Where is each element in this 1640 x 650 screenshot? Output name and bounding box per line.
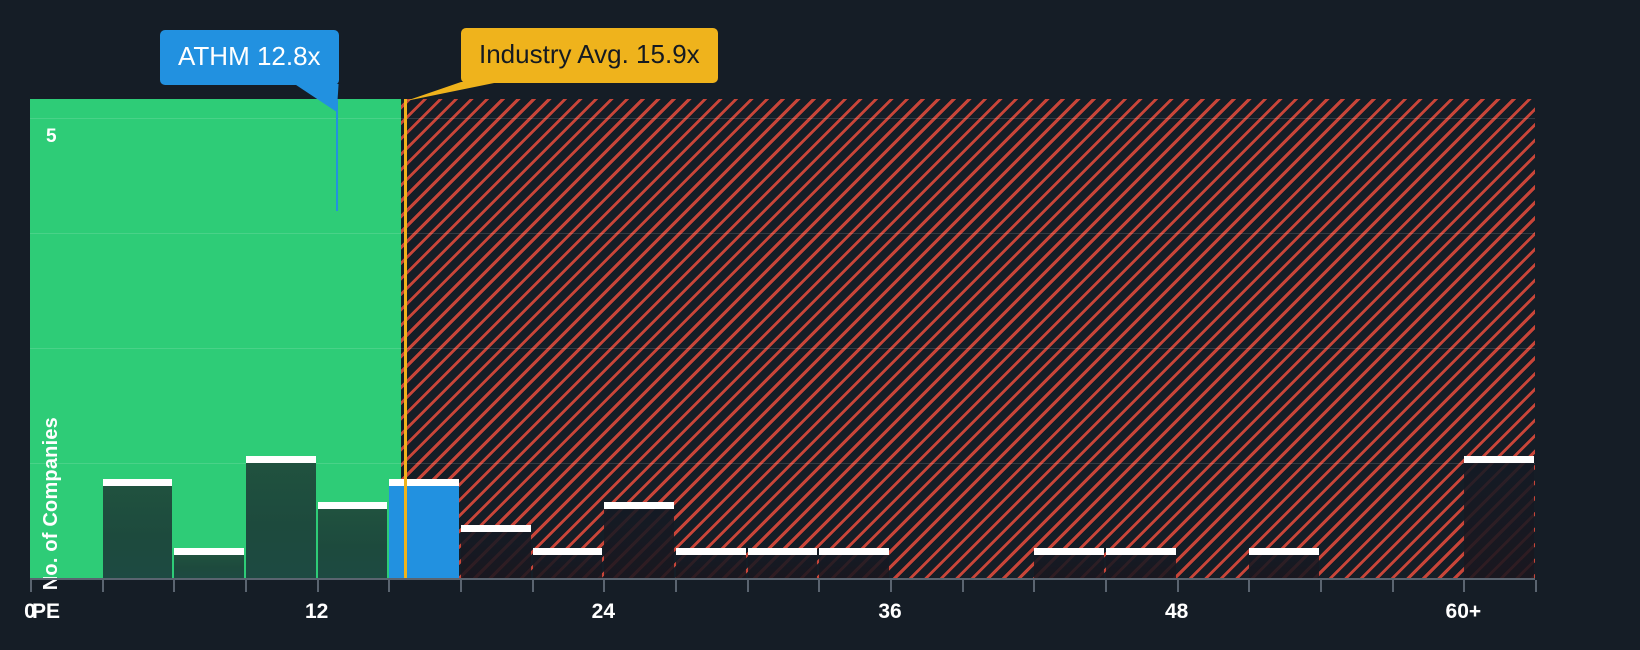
x-tick-6 [173, 580, 176, 592]
x-tick-label-24: 24 [591, 600, 616, 623]
industry-pe-callout[interactable]: Industry Avg. 15.9x [461, 28, 718, 83]
industry-pe-label: Industry Avg. 15.9x [479, 39, 700, 69]
bar-cap [604, 502, 674, 509]
x-tick-21 [531, 580, 534, 592]
x-tick-label-36: 36 [878, 600, 902, 623]
bar-cap [1249, 548, 1319, 555]
x-tick-3 [101, 580, 104, 592]
bar-15-18[interactable] [389, 479, 459, 578]
undervalued-zone [30, 99, 402, 578]
bar-60+[interactable] [1464, 456, 1534, 578]
gridline-5 [30, 463, 1535, 464]
bar-21-24[interactable] [532, 548, 603, 578]
overvalued-zone [401, 99, 1535, 578]
x-tick-45 [1105, 580, 1107, 592]
x-tick-18 [460, 580, 462, 592]
bar-cap [676, 548, 746, 555]
x-tick-51 [1248, 580, 1251, 592]
bar-cap [819, 548, 889, 555]
x-tick-48 [1176, 580, 1179, 592]
bar-9-12[interactable] [246, 456, 316, 578]
gridline-10 [30, 348, 1535, 349]
plot-area [30, 99, 1535, 578]
bar-cap [1106, 548, 1176, 555]
bar-cap [246, 456, 316, 463]
x-tick-9 [245, 580, 247, 592]
bar-cap [102, 479, 173, 486]
x-tick-15 [388, 580, 391, 592]
bar-cap [389, 479, 459, 486]
bar-cap [1464, 456, 1534, 463]
gridline-20 [30, 118, 1535, 119]
x-axis-line [30, 578, 1535, 580]
bar-cap [747, 548, 818, 555]
x-tick-label-0: 0 [24, 600, 36, 623]
bar-cap [317, 502, 388, 509]
x-tick-36 [890, 580, 892, 592]
x-tick-label-12: 12 [304, 600, 329, 623]
bar-cap [461, 525, 531, 532]
x-tick-57 [1391, 580, 1394, 592]
bar-33-36[interactable] [819, 548, 889, 578]
x-tick-33 [818, 580, 821, 592]
x-tick-label-60+: 60+ [1445, 600, 1482, 623]
bar-12-15[interactable] [317, 502, 388, 578]
x-tick-30 [746, 580, 749, 592]
industry-marker-line [403, 99, 407, 578]
x-tick-60 [1463, 580, 1466, 592]
y-axis-title: No. of Companies [40, 416, 62, 590]
x-tick-42 [1033, 580, 1036, 592]
bar-6-9[interactable] [174, 548, 244, 578]
company-marker-line [335, 99, 338, 211]
x-tick-54 [1320, 580, 1322, 592]
x-tick-0 [30, 580, 32, 592]
x-tick-24 [603, 580, 606, 592]
bar-45-48[interactable] [1106, 548, 1176, 578]
y-tick-label-5: 5 [46, 126, 57, 147]
bar-cap [174, 548, 244, 555]
bar-24-27[interactable] [604, 502, 674, 578]
bar-42-45[interactable] [1034, 548, 1104, 578]
pe-axis-caption: PE [32, 600, 61, 623]
x-tick-label-48: 48 [1164, 600, 1189, 623]
x-tick-27 [675, 580, 677, 592]
bar-cap [1034, 548, 1104, 555]
company-pe-label: ATHM 12.8x [178, 41, 321, 71]
bar-27-30[interactable] [676, 548, 746, 578]
bar-18-21[interactable] [461, 525, 531, 578]
bar-30-33[interactable] [747, 548, 818, 578]
x-tick-63 [1535, 580, 1537, 592]
x-tick-12 [316, 580, 319, 592]
gridline-15 [30, 233, 1535, 234]
bar-51-54[interactable] [1249, 548, 1319, 578]
x-tick-39 [961, 580, 964, 592]
bar-cap [532, 548, 603, 555]
company-pe-callout[interactable]: ATHM 12.8x [160, 30, 339, 85]
bar-3-6[interactable] [102, 479, 173, 578]
